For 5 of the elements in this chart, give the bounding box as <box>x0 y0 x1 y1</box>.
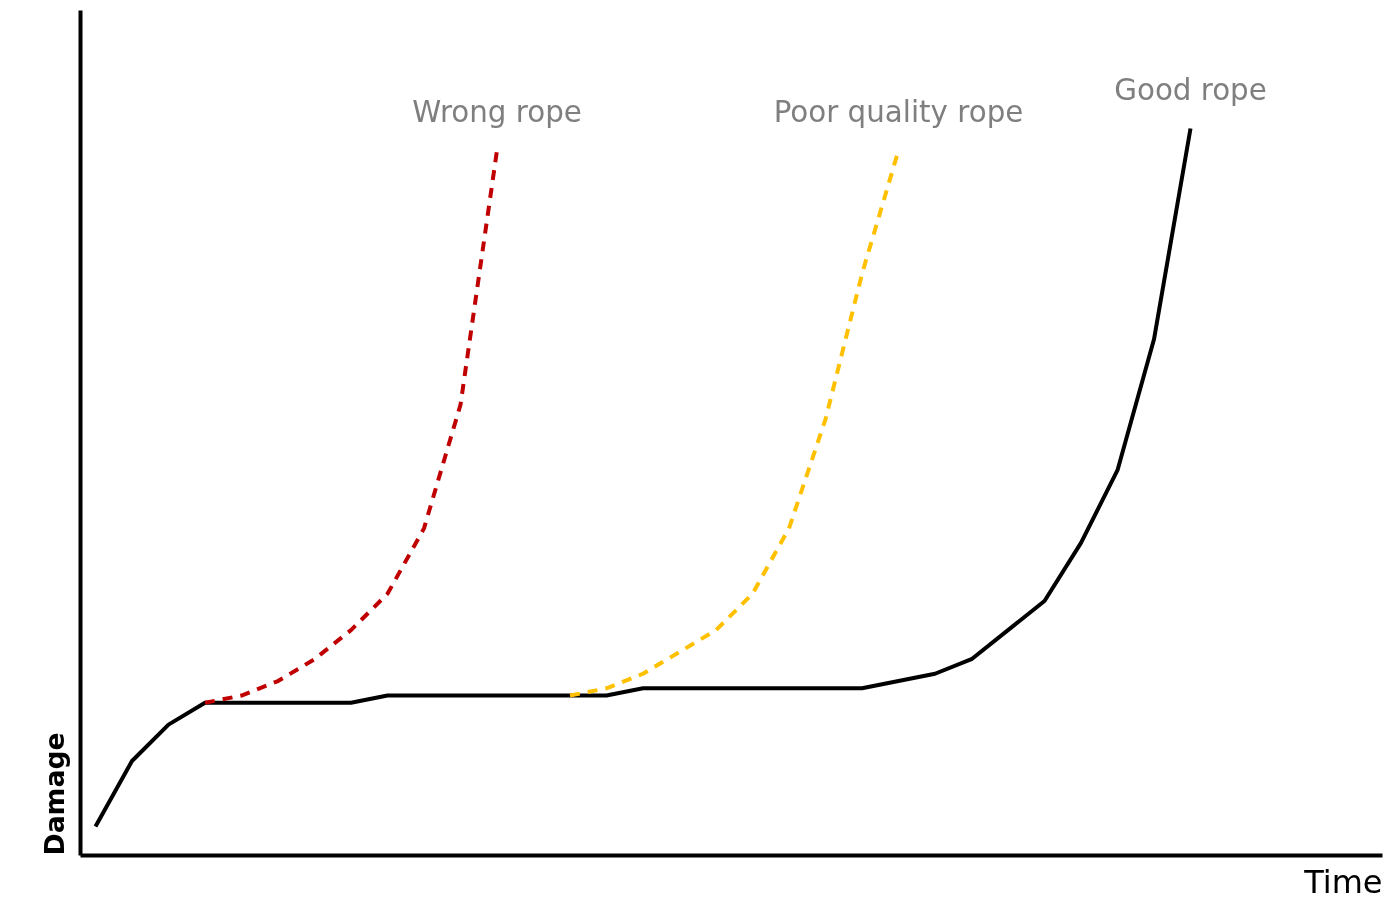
x-axis-title: Time <box>1303 862 1383 901</box>
series-label: Poor quality rope <box>773 94 1024 129</box>
y-axis-title: Damage <box>38 732 70 856</box>
series-label: Wrong rope <box>412 94 582 129</box>
series-label: Good rope <box>1114 72 1267 107</box>
